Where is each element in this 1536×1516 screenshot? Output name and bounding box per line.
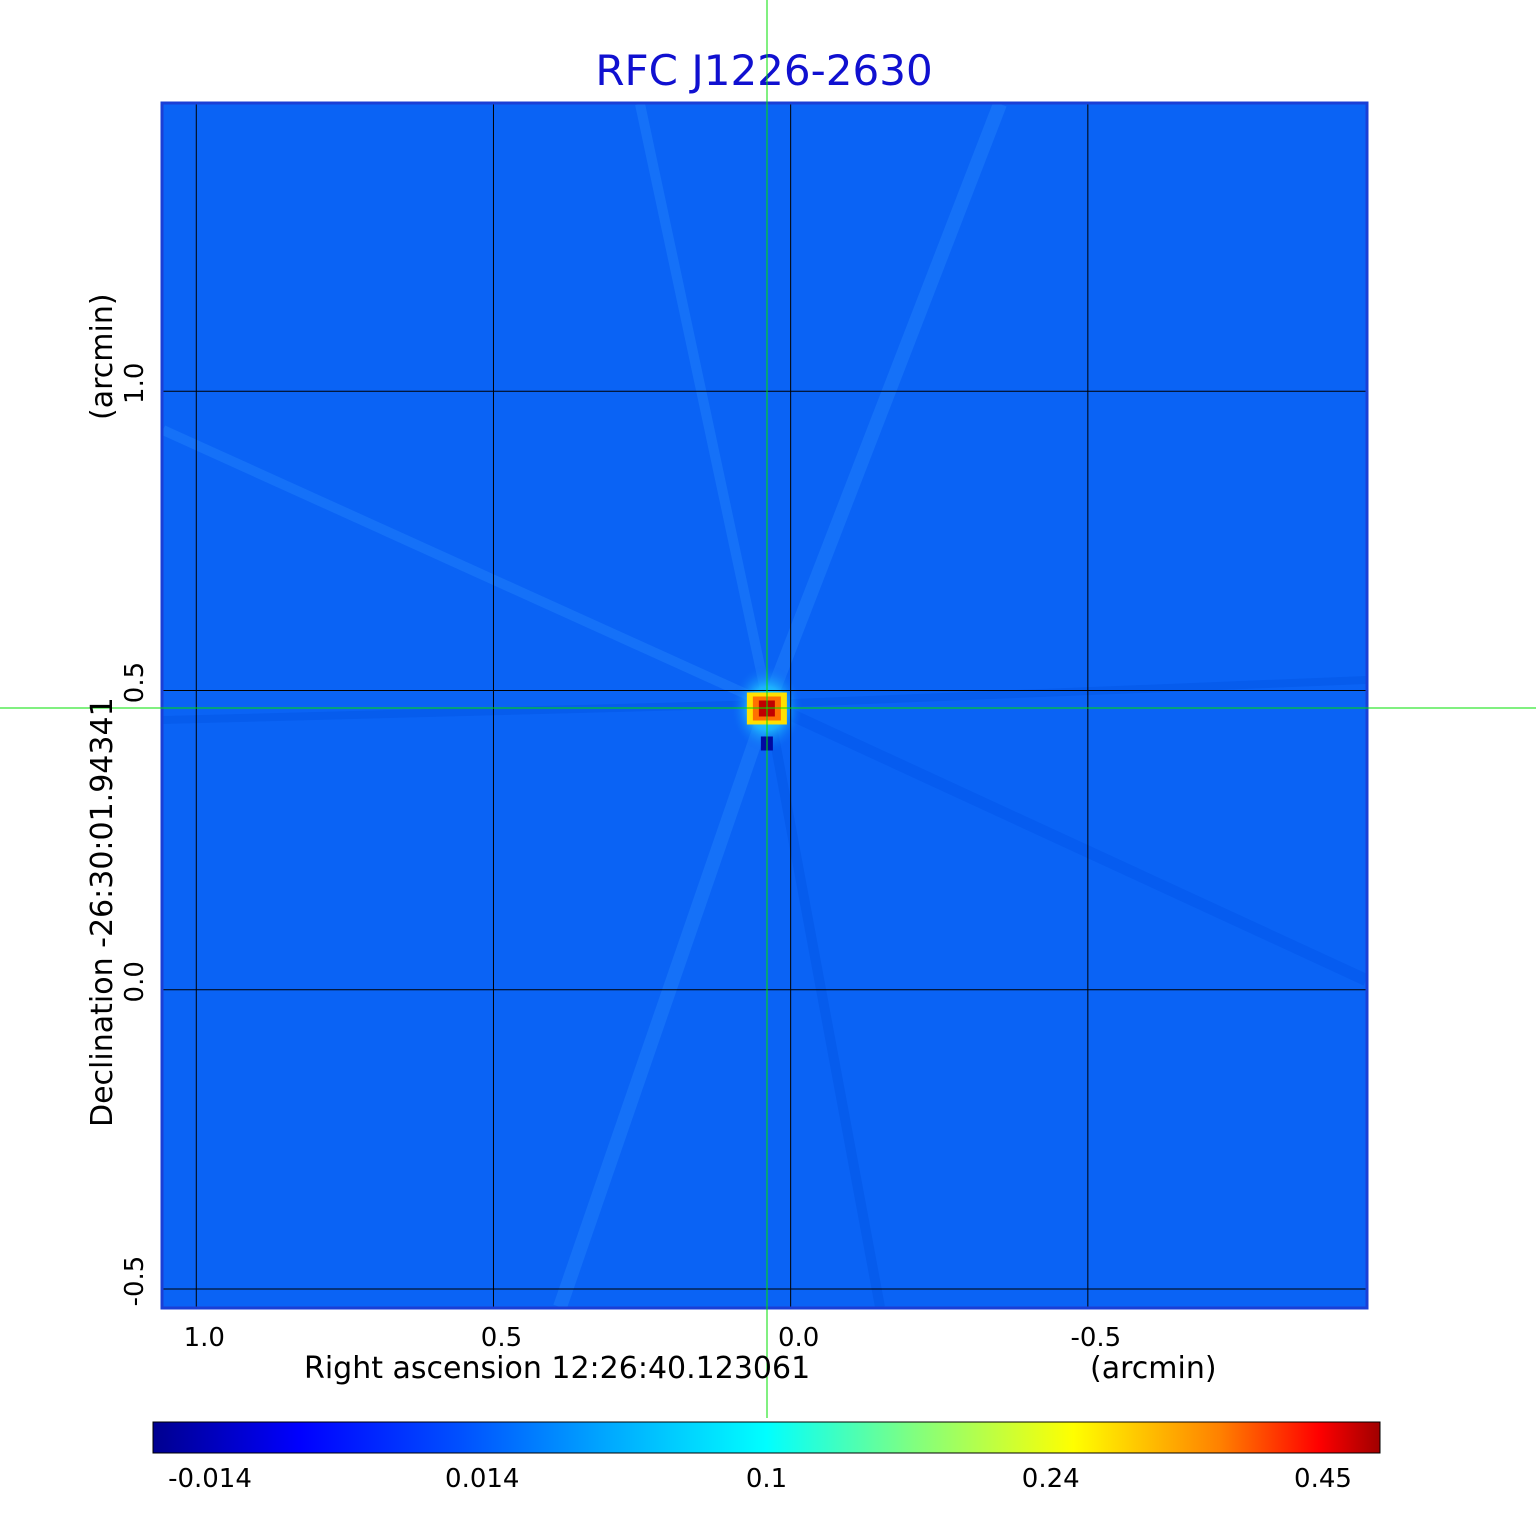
- colorbar: [152, 1421, 1381, 1454]
- x-tick-label-3: -0.5: [1070, 1323, 1121, 1353]
- colorbar-tick-label-3: 0.24: [1022, 1464, 1080, 1494]
- sidelobe-streaks: [163, 104, 1366, 1307]
- colorbar-tick-label-1: 0.014: [445, 1464, 519, 1494]
- colorbar-tick-label-4: 0.45: [1294, 1464, 1352, 1494]
- y-axis-label: Declination -26:30:01.94341: [85, 697, 120, 1127]
- x-axis-unit: (arcmin): [1090, 1351, 1217, 1386]
- colorbar-tick-labels: -0.014 0.014 0.1 0.24 0.45: [168, 1464, 1352, 1494]
- y-tick-label-1: 0.5: [120, 662, 150, 703]
- x-tick-labels: 1.0 0.5 0.0 -0.5: [184, 1323, 1122, 1353]
- colorbar-tick-label-2: 0.1: [746, 1464, 787, 1494]
- coordinate-grid: [163, 104, 1366, 1307]
- x-tick-label-0: 1.0: [184, 1323, 225, 1353]
- map-frame: [160, 101, 1369, 1310]
- x-axis-label: Right ascension 12:26:40.123061: [304, 1351, 810, 1386]
- y-axis-unit: (arcmin): [85, 293, 120, 420]
- y-tick-label-2: 0.0: [120, 961, 150, 1002]
- y-tick-label-0: 1.0: [120, 363, 150, 404]
- colorbar-tick-label-0: -0.014: [168, 1464, 252, 1494]
- y-tick-labels: 1.0 0.5 0.0 -0.5: [120, 363, 150, 1307]
- chart-title: RFC J1226-2630: [595, 46, 932, 95]
- y-tick-label-3: -0.5: [120, 1256, 150, 1307]
- x-tick-label-1: 0.5: [481, 1323, 522, 1353]
- x-tick-label-2: 0.0: [778, 1323, 819, 1353]
